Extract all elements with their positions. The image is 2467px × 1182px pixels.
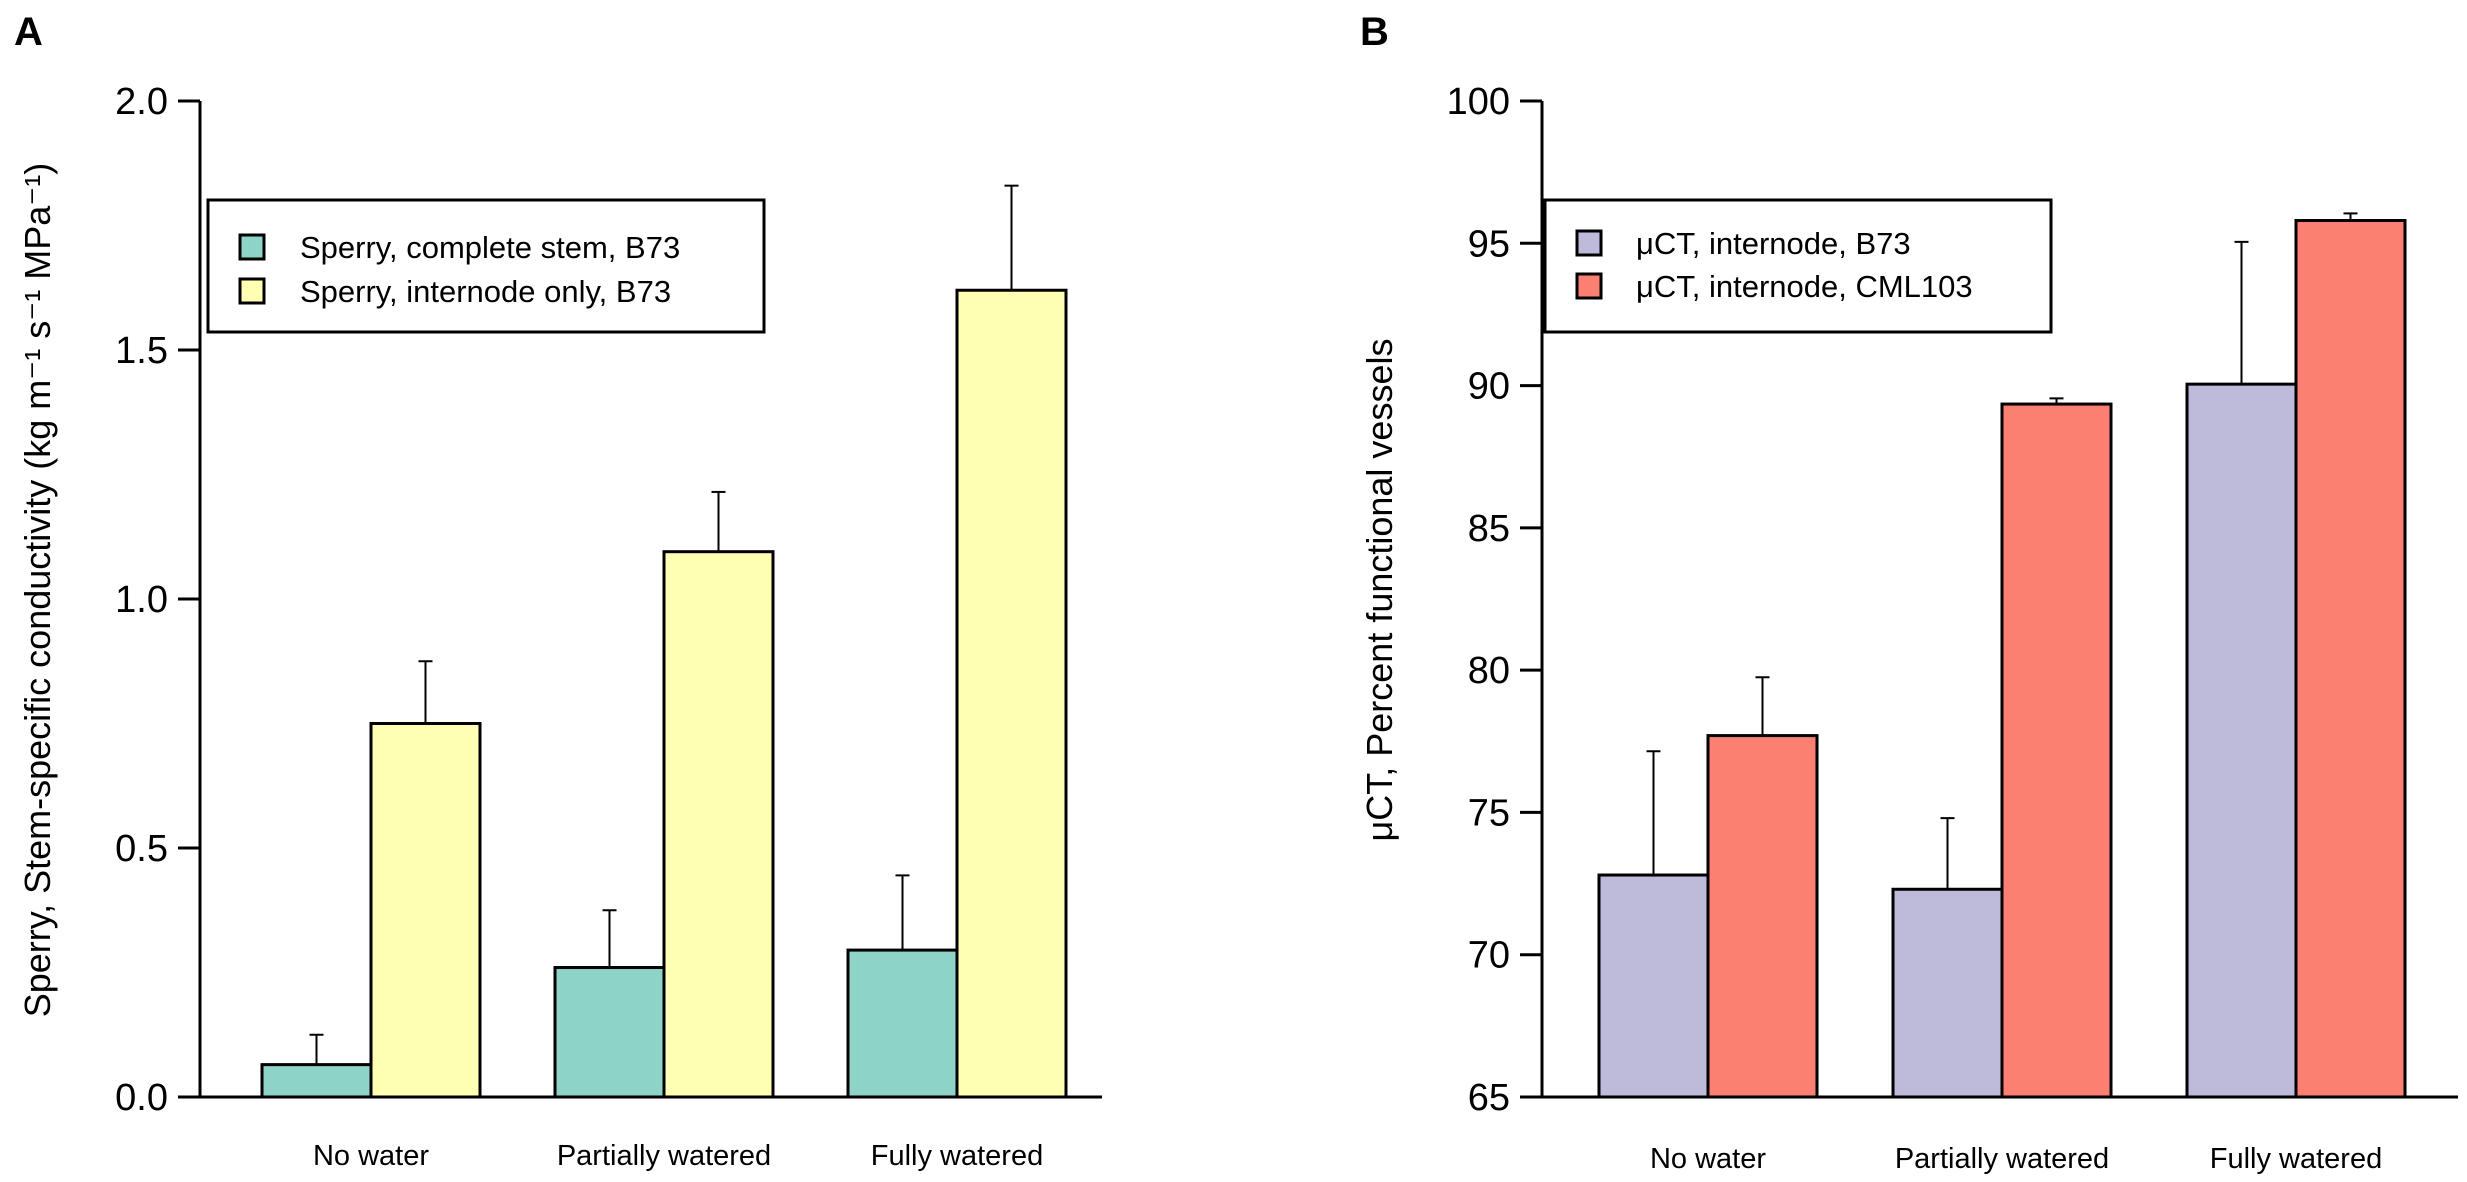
panel-b-legend-box: [1543, 198, 2053, 334]
panel-a-ytick-label: 0.5: [115, 828, 168, 870]
panel-b-ytick-label: 90: [1468, 366, 1510, 408]
panel-a-ytick-label: 2.0: [115, 81, 168, 123]
panel-a-bar-s2-c2: [662, 550, 775, 1099]
panel-b-bar-s1-c1: [1597, 873, 1710, 1099]
panel-a-bar-s1-c1: [260, 1063, 373, 1099]
panel-a: A Sperry, Stem-specific conductivity (kg…: [14, 10, 1102, 1172]
panel-a-bar-s2-c3: [955, 288, 1068, 1099]
panel-b-ylabel: μCT, Percent functional vessels: [1359, 339, 1400, 842]
panel-a-ytick-label: 1.0: [115, 579, 168, 621]
panel-b-ytick-label: 100: [1447, 81, 1510, 123]
panel-a-ytick-label: 0.0: [115, 1077, 168, 1119]
panel-a-legend-label-1: Sperry, complete stem, B73: [300, 230, 680, 265]
panel-b-category-label: Partially watered: [1895, 1143, 2109, 1175]
panel-a-ylabel: Sperry, Stem-specific conductivity (kg m…: [17, 163, 58, 1018]
panel-a-ytick-label: 1.5: [115, 330, 168, 372]
panel-b-bar-s2-c3: [2294, 219, 2407, 1099]
panel-b-bar-s2-c2: [2000, 402, 2113, 1099]
panel-b-bar-s1-c3: [2185, 382, 2298, 1099]
panel-a-category-label: Partially watered: [557, 1140, 771, 1172]
panel-b-category-label: No water: [1650, 1143, 1766, 1175]
panel-b-ytick-label: 75: [1468, 792, 1510, 834]
panel-a-legend-swatch-2: [238, 277, 266, 305]
panel-b-ytick-label: 85: [1468, 508, 1510, 550]
panel-a-legend-label-2: Sperry, internode only, B73: [300, 274, 671, 309]
panel-b-ytick-label: 80: [1468, 650, 1510, 692]
panel-a-letter: A: [14, 10, 43, 54]
panel-a-bar-s1-c2: [553, 966, 666, 1099]
panel-a-legend: Sperry, complete stem, B73 Sperry, inter…: [206, 198, 766, 334]
panel-b-ytick-label: 95: [1468, 223, 1510, 265]
panel-b-category-label: Fully watered: [2210, 1143, 2382, 1175]
panel-a-legend-swatch-1: [238, 233, 266, 261]
panel-b-letter: B: [1360, 10, 1389, 54]
panel-b-bar-s1-c2: [1891, 887, 2004, 1099]
panel-b-legend-swatch-2: [1575, 272, 1603, 300]
panel-b-legend-label-1: μCT, internode, B73: [1636, 226, 1911, 261]
panel-a-bar-s1-c3: [846, 948, 959, 1099]
panel-b: B μCT, Percent functional vessels 65 70 75…: [1359, 10, 2458, 1175]
panel-b-bar-s2-c1: [1706, 734, 1819, 1099]
panel-a-category-label: No water: [313, 1140, 429, 1172]
panel-b-legend: μCT, internode, B73 μCT, internode, CML1…: [1543, 198, 2053, 334]
panel-b-legend-label-2: μCT, internode, CML103: [1636, 269, 1973, 304]
panel-a-legend-box: [206, 198, 766, 334]
panel-a-bar-s2-c1: [369, 722, 482, 1099]
panel-b-ytick-label: 65: [1468, 1077, 1510, 1119]
panel-b-ytick-label: 70: [1468, 935, 1510, 977]
panel-a-category-label: Fully watered: [871, 1140, 1043, 1172]
panel-b-legend-swatch-1: [1575, 229, 1603, 257]
